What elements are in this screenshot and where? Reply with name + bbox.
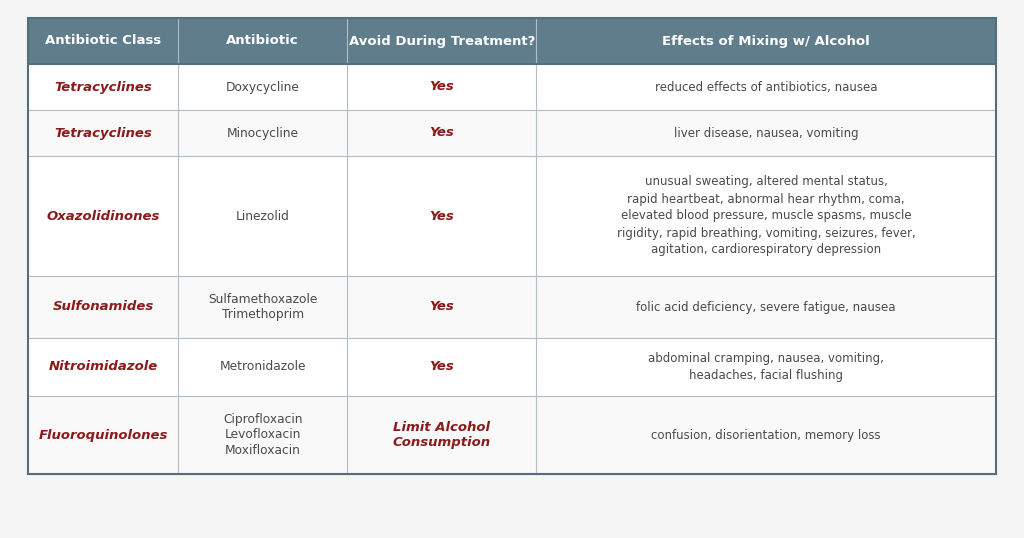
Text: confusion, disorientation, memory loss: confusion, disorientation, memory loss <box>651 428 881 442</box>
Text: abdominal cramping, nausea, vomiting,
headaches, facial flushing: abdominal cramping, nausea, vomiting, he… <box>648 352 884 382</box>
Bar <box>28 396 996 474</box>
Text: Sulfamethoxazole
Trimethoprim: Sulfamethoxazole Trimethoprim <box>208 293 317 321</box>
Text: Yes: Yes <box>429 126 455 139</box>
Bar <box>28 276 996 338</box>
Text: Limit Alcohol
Consumption: Limit Alcohol Consumption <box>393 421 490 449</box>
Text: Nitroimidazole: Nitroimidazole <box>48 360 158 373</box>
Text: Minocycline: Minocycline <box>226 126 299 139</box>
Bar <box>28 110 996 156</box>
Text: Doxycycline: Doxycycline <box>226 81 300 94</box>
Text: Yes: Yes <box>429 301 455 314</box>
Text: Oxazolidinones: Oxazolidinones <box>46 209 160 223</box>
Bar <box>28 18 996 474</box>
Bar <box>28 64 996 110</box>
Text: Linezolid: Linezolid <box>236 209 290 223</box>
Bar <box>28 18 996 474</box>
Text: Yes: Yes <box>429 360 455 373</box>
Text: Effects of Mixing w/ Alcohol: Effects of Mixing w/ Alcohol <box>663 34 870 47</box>
Text: Tetracyclines: Tetracyclines <box>54 126 152 139</box>
Text: Tetracyclines: Tetracyclines <box>54 81 152 94</box>
Text: Yes: Yes <box>429 81 455 94</box>
Text: liver disease, nausea, vomiting: liver disease, nausea, vomiting <box>674 126 858 139</box>
Text: Ciprofloxacin
Levofloxacin
Moxifloxacin: Ciprofloxacin Levofloxacin Moxifloxacin <box>223 414 302 457</box>
Text: Antibiotic: Antibiotic <box>226 34 299 47</box>
Text: Fluoroquinolones: Fluoroquinolones <box>38 428 168 442</box>
Bar <box>28 18 996 64</box>
Text: reduced effects of antibiotics, nausea: reduced effects of antibiotics, nausea <box>655 81 878 94</box>
Text: Avoid During Treatment?: Avoid During Treatment? <box>348 34 535 47</box>
Text: Antibiotic Class: Antibiotic Class <box>45 34 161 47</box>
Bar <box>28 338 996 396</box>
Text: unusual sweating, altered mental status,
rapid heartbeat, abnormal hear rhythm, : unusual sweating, altered mental status,… <box>616 175 915 257</box>
Bar <box>28 156 996 276</box>
Text: Sulfonamides: Sulfonamides <box>52 301 154 314</box>
Text: Yes: Yes <box>429 209 455 223</box>
Text: Metronidazole: Metronidazole <box>219 360 306 373</box>
Text: folic acid deficiency, severe fatigue, nausea: folic acid deficiency, severe fatigue, n… <box>636 301 896 314</box>
